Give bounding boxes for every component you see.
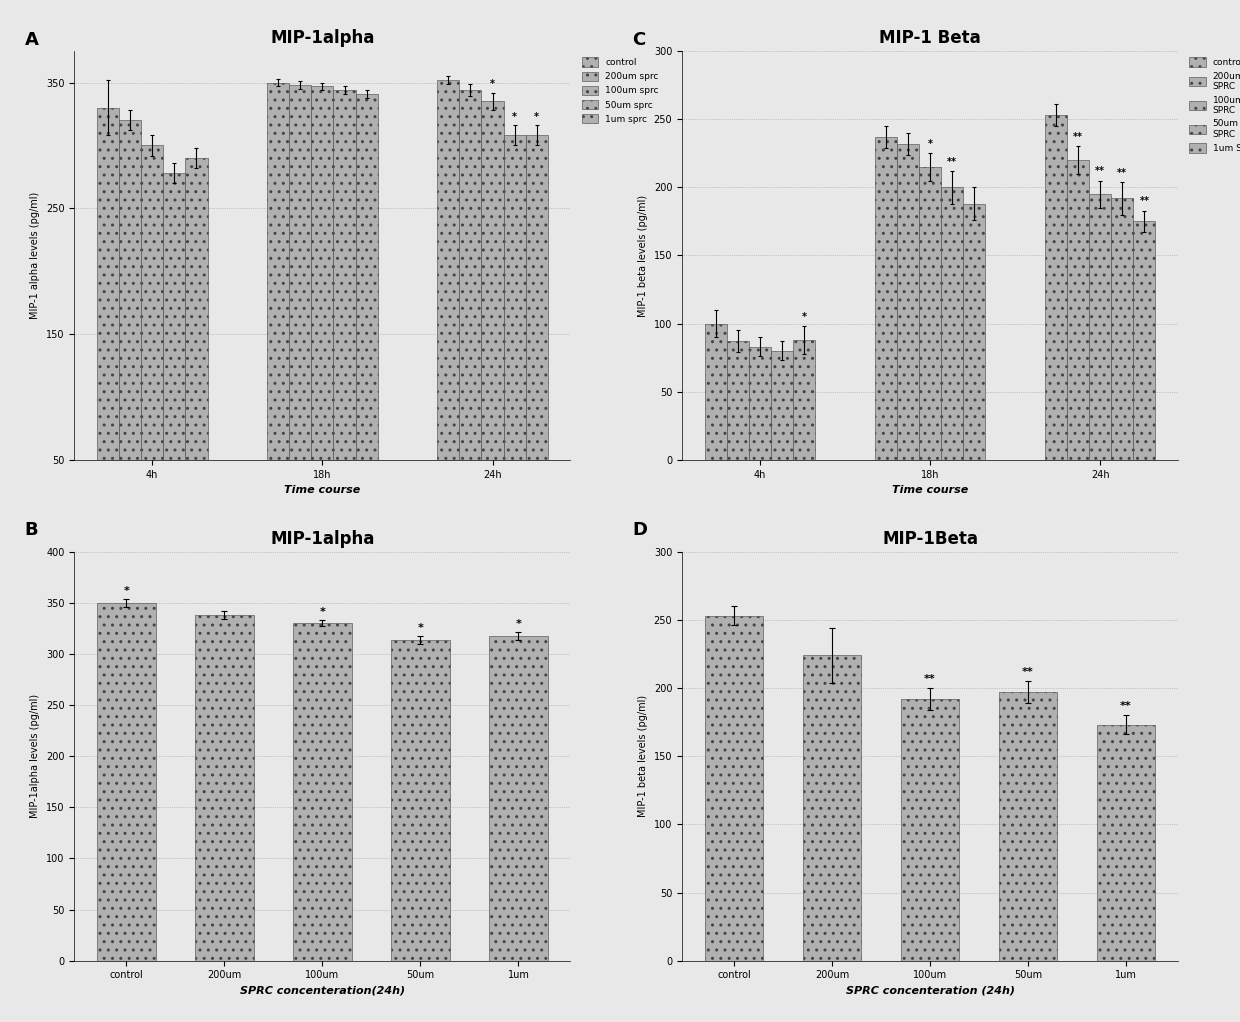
- Bar: [1066, 160, 1089, 460]
- Bar: [1096, 725, 1156, 961]
- Bar: [998, 692, 1058, 961]
- Bar: [802, 655, 862, 961]
- Bar: [459, 90, 481, 523]
- Bar: [481, 101, 503, 523]
- Text: **: **: [1022, 667, 1034, 678]
- Bar: [1045, 115, 1066, 460]
- Bar: [119, 121, 141, 523]
- Bar: [97, 603, 156, 961]
- Bar: [164, 173, 186, 523]
- X-axis label: Time course: Time course: [892, 485, 968, 496]
- Text: D: D: [632, 521, 647, 540]
- Text: **: **: [1120, 701, 1132, 711]
- Bar: [704, 616, 764, 961]
- Title: MIP-1alpha: MIP-1alpha: [270, 529, 374, 548]
- Bar: [897, 144, 919, 460]
- X-axis label: SPRC concenteration(24h): SPRC concenteration(24h): [239, 986, 405, 996]
- Text: B: B: [25, 521, 38, 540]
- Bar: [334, 90, 356, 523]
- Text: **: **: [924, 675, 936, 684]
- Y-axis label: MIP-1 beta levels (pg/ml): MIP-1 beta levels (pg/ml): [639, 695, 649, 818]
- Text: C: C: [632, 31, 646, 49]
- Bar: [438, 80, 459, 523]
- Bar: [919, 167, 941, 460]
- Text: **: **: [1073, 133, 1083, 142]
- Bar: [391, 640, 450, 961]
- Text: *: *: [516, 618, 521, 629]
- Text: *: *: [320, 607, 325, 617]
- Bar: [293, 623, 352, 961]
- Bar: [874, 137, 897, 460]
- Text: *: *: [418, 622, 423, 633]
- Bar: [749, 346, 771, 460]
- Title: MIP-1Beta: MIP-1Beta: [882, 529, 978, 548]
- Text: *: *: [928, 139, 932, 149]
- Bar: [195, 615, 254, 961]
- Bar: [704, 324, 727, 460]
- Bar: [963, 203, 986, 460]
- Y-axis label: MIP-1 beta levels (pg/ml): MIP-1 beta levels (pg/ml): [639, 194, 649, 317]
- Bar: [1111, 198, 1133, 460]
- Legend: control, 200um
SPRC, 100um
SPRC, 50um
SPRC, 1um SPRC: control, 200um SPRC, 100um SPRC, 50um SP…: [1188, 55, 1240, 154]
- Text: *: *: [124, 586, 129, 596]
- Bar: [489, 636, 548, 961]
- X-axis label: SPRC concenteration (24h): SPRC concenteration (24h): [846, 986, 1014, 996]
- Title: MIP-1 Beta: MIP-1 Beta: [879, 29, 981, 47]
- Text: **: **: [1095, 167, 1105, 177]
- Bar: [141, 145, 164, 523]
- X-axis label: Time course: Time course: [284, 485, 361, 496]
- Text: **: **: [1140, 196, 1149, 206]
- Title: MIP-1alpha: MIP-1alpha: [270, 29, 374, 47]
- Bar: [356, 94, 378, 523]
- Bar: [311, 86, 334, 523]
- Text: *: *: [512, 111, 517, 122]
- Text: A: A: [25, 31, 38, 49]
- Bar: [526, 135, 548, 523]
- Y-axis label: MIP-1 alpha levels (pg/ml): MIP-1 alpha levels (pg/ml): [31, 192, 41, 319]
- Bar: [941, 187, 963, 460]
- Bar: [794, 340, 815, 460]
- Bar: [186, 158, 207, 523]
- Bar: [771, 351, 794, 460]
- Text: **: **: [1117, 168, 1127, 178]
- Bar: [289, 85, 311, 523]
- Text: *: *: [801, 313, 806, 322]
- Bar: [727, 341, 749, 460]
- Y-axis label: MIP-1alpha levels (pg/ml): MIP-1alpha levels (pg/ml): [31, 694, 41, 819]
- Bar: [1133, 222, 1156, 460]
- Legend: control, 200um sprc, 100um sprc, 50um sprc, 1um sprc: control, 200um sprc, 100um sprc, 50um sp…: [580, 55, 661, 126]
- Text: *: *: [534, 111, 539, 122]
- Text: *: *: [490, 79, 495, 89]
- Text: **: **: [947, 157, 957, 167]
- Bar: [267, 83, 289, 523]
- Bar: [97, 107, 119, 523]
- Bar: [503, 135, 526, 523]
- Bar: [900, 699, 960, 961]
- Bar: [1089, 194, 1111, 460]
